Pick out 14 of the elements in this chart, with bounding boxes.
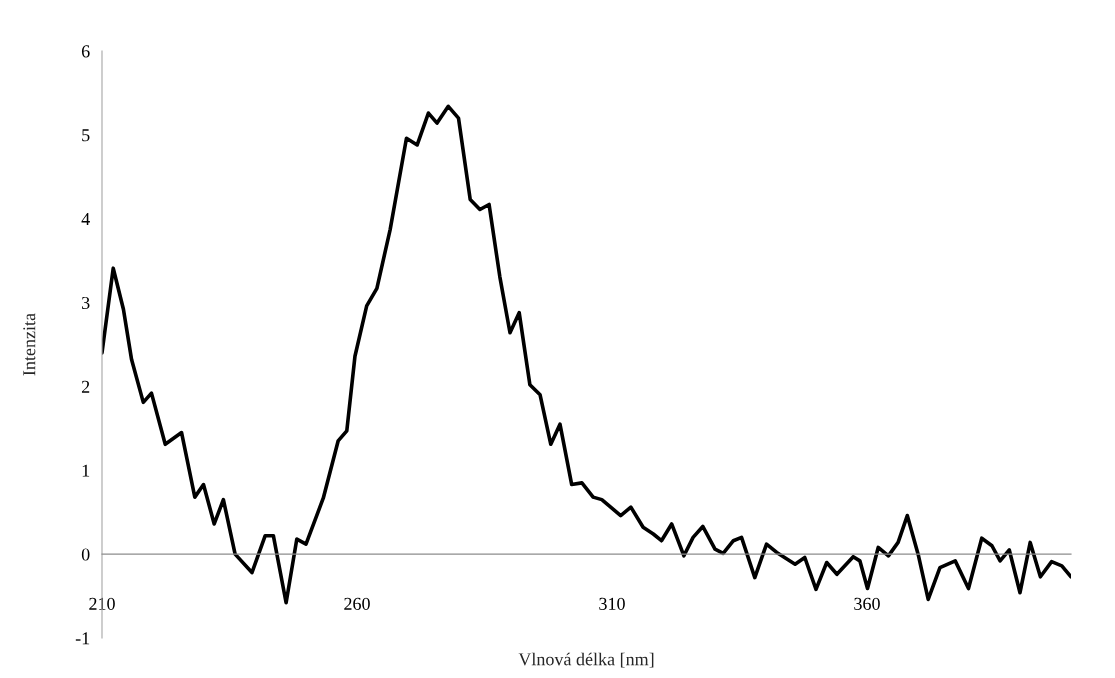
y-tick-label: 2 <box>81 380 90 393</box>
x-axis-title: Vlnová délka [nm] <box>518 652 654 668</box>
x-tick-label: 260 <box>344 597 370 610</box>
y-tick-label: 4 <box>81 213 90 225</box>
x-tick-label: 210 <box>89 597 115 610</box>
y-axis-title: Intenzita <box>23 313 36 376</box>
y-tick-label: 1 <box>82 464 90 477</box>
y-tick-label: 5 <box>82 129 90 142</box>
x-tick-label: 310 <box>599 597 625 610</box>
y-tick-label: -1 <box>75 632 90 645</box>
x-tick-label: 360 <box>854 597 880 610</box>
y-tick-label: 6 <box>81 45 90 58</box>
y-tick-label: 0 <box>81 548 90 561</box>
y-tick-label: 3 <box>82 296 90 310</box>
